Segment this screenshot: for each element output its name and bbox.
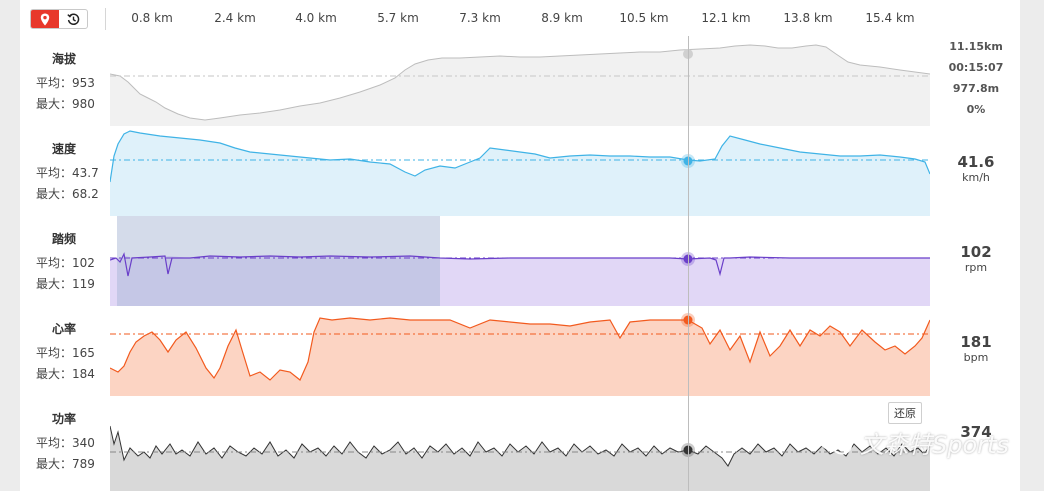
distance-tick: 10.5 km [619, 11, 669, 25]
speed-readout: 41.6 km/h [932, 126, 1020, 185]
power-max: 最大：789 [36, 457, 95, 471]
heart-rate-plot[interactable] [110, 306, 930, 396]
power-line [110, 425, 930, 467]
distance-tick: 15.4 km [865, 11, 915, 25]
elevation-plot[interactable] [110, 36, 930, 126]
speed-value: 41.6 [957, 153, 995, 171]
heart-rate-line [110, 317, 930, 381]
map-pin-icon [40, 13, 50, 25]
speed-plot[interactable] [110, 126, 930, 216]
heart-rate-label-block: 心率 平均：165 最大：184 [20, 306, 108, 396]
speed-avg: 平均：43.7 [36, 166, 99, 180]
elevation-title: 海拔 [51, 52, 76, 66]
watermark-text: 文森特Sports [860, 431, 1009, 459]
heart-rate-value: 181 [960, 333, 992, 351]
speed-area [110, 131, 930, 216]
distance-tick: 8.9 km [541, 11, 583, 25]
cadence-label-block: 踏频 平均：102 最大：119 [20, 216, 108, 306]
cadence-value: 102 [960, 243, 992, 261]
heart-rate-unit: bpm [963, 351, 989, 364]
power-value: 374 [960, 423, 992, 441]
speed-line [110, 130, 930, 183]
cadence-row: 踏频 平均：102 最大：119 102 rpm [20, 216, 1020, 306]
cadence-readout: 102 rpm [932, 216, 1020, 275]
elevation-label-block: 海拔 平均：953 最大：980 [20, 36, 108, 126]
hover-cursor-line[interactable] [688, 36, 689, 491]
speed-max: 最大：68.2 [36, 187, 99, 201]
power-avg: 平均：340 [36, 436, 95, 450]
history-icon [66, 13, 79, 25]
heart-rate-row: 心率 平均：165 最大：184 181 bpm [20, 306, 1020, 396]
speed-unit: km/h [962, 171, 990, 184]
heart-rate-area [110, 318, 930, 396]
heart-rate-max: 最大：184 [36, 367, 95, 381]
cadence-plot[interactable] [110, 216, 930, 306]
cadence-title: 踏频 [51, 232, 76, 246]
distance-tick: 13.8 km [783, 11, 833, 25]
cursor-grade: 0% [966, 103, 986, 116]
cursor-readout: 11.15km 00:15:07 977.8m 0% [932, 36, 1020, 120]
power-plot[interactable] [110, 396, 930, 491]
elevation-line [110, 44, 930, 121]
elevation-max: 最大：980 [36, 97, 95, 111]
watermark: 文森特Sports [818, 425, 1009, 460]
elevation-avg: 平均：953 [36, 76, 95, 90]
distance-tick: 12.1 km [701, 11, 751, 25]
map-pin-toggle[interactable] [31, 10, 59, 28]
heart-rate-avg: 平均：165 [36, 346, 95, 360]
elevation-row: 海拔 平均：953 最大：980 [20, 36, 1020, 126]
cursor-time: 00:15:07 [948, 61, 1004, 74]
distance-axis: 0.8 km 2.4 km 4.0 km 5.7 km 7.3 km 8.9 k… [110, 0, 930, 36]
elevation-area [110, 45, 930, 126]
axis-separator [105, 8, 106, 30]
cursor-elevation: 977.8m [952, 82, 1000, 95]
heart-rate-readout: 181 bpm [932, 306, 1020, 365]
speed-title: 速度 [51, 142, 76, 156]
cursor-distance: 11.15km [949, 40, 1003, 53]
wechat-icon [819, 429, 852, 454]
speed-row: 速度 平均：43.7 最大：68.2 41.6 km/h [20, 126, 1020, 216]
view-toggle[interactable] [30, 9, 88, 29]
cadence-unit: rpm [964, 261, 988, 274]
power-label-block: 功率 平均：340 最大：789 [20, 396, 108, 486]
power-readout: 374 [932, 396, 1020, 441]
power-title: 功率 [51, 412, 76, 426]
ride-chart-panel: 0.8 km 2.4 km 4.0 km 5.7 km 7.3 km 8.9 k… [20, 0, 1020, 491]
distance-tick: 0.8 km [131, 11, 173, 25]
distance-tick: 2.4 km [214, 11, 256, 25]
distance-tick: 7.3 km [459, 11, 501, 25]
history-toggle[interactable] [59, 10, 87, 28]
power-row: 功率 平均：340 最大：789 374 [20, 396, 1020, 491]
distance-tick: 4.0 km [295, 11, 337, 25]
cadence-max: 最大：119 [36, 277, 95, 291]
heart-rate-title: 心率 [51, 322, 76, 336]
distance-tick: 5.7 km [377, 11, 419, 25]
power-area [110, 426, 930, 491]
restore-zoom-button[interactable]: 还原 [888, 402, 922, 424]
cadence-avg: 平均：102 [36, 256, 95, 270]
speed-label-block: 速度 平均：43.7 最大：68.2 [20, 126, 108, 216]
